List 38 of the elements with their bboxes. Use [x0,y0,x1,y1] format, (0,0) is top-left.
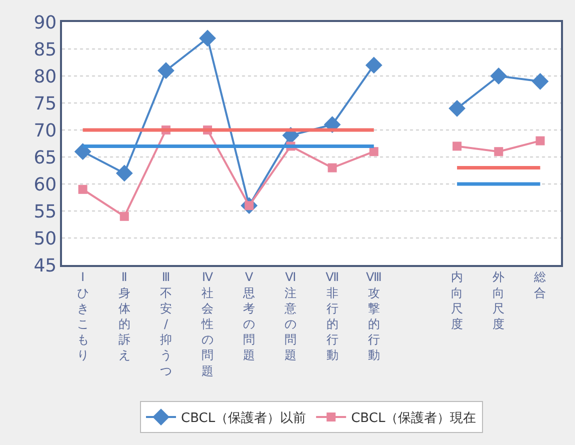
point [199,30,216,47]
point [78,184,88,194]
legend-label: CBCL（保護者）以前 [181,411,306,426]
y-tick-label: 70 [34,120,57,142]
x-tick-label: 外向尺度 [492,270,505,331]
point [116,164,133,182]
x-tick-label: Ⅰひきこもり [76,270,89,362]
x-tick-label: Ⅶ非行的行動 [326,270,340,362]
point [74,143,92,160]
point [490,68,508,84]
y-tick-label: 65 [34,147,57,168]
x-tick-label: Ⅵ注意の問題 [284,270,297,362]
x-tick-label: Ⅳ社会性の問題 [200,270,214,378]
point [328,163,337,172]
y-tick-label: 90 [34,12,57,34]
y-tick-label: 55 [34,201,57,222]
x-tick-label: 総合 [533,270,546,300]
point [120,212,129,221]
point [369,147,378,156]
y-tick-label: 75 [34,93,57,114]
y-tick-label: 85 [34,39,57,60]
point [536,136,545,146]
point [448,100,466,117]
legend-label: CBCL（保護者）現在 [351,411,476,426]
y-tick-label: 45 [34,255,57,276]
point [452,142,462,151]
point [158,62,174,80]
x-tick-label: Ⅲ不安/抑うつ [160,270,172,378]
y-tick-label: 80 [34,66,57,88]
x-tick-label: Ⅱ身体的訴え [118,270,130,362]
point [365,56,382,74]
x-tick-label: Ⅴ思考の問題 [242,270,256,362]
y-tick-label: 60 [34,174,57,196]
point [532,72,549,90]
y-tick-label: 50 [34,228,57,250]
x-tick-label: 内向尺度 [451,270,464,331]
x-tick-label: Ⅷ攻撃的行動 [366,270,382,362]
point [494,147,504,156]
